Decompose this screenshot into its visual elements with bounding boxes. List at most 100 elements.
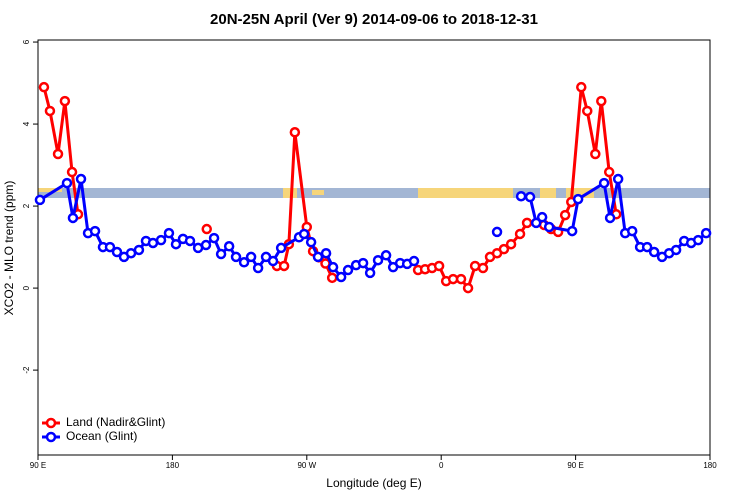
chart-title: 20N-25N April (Ver 9) 2014-09-06 to 2018… [210,11,538,28]
point [163,227,175,239]
y-tick-label: 2 [22,203,31,208]
point [498,243,510,255]
point [44,105,56,117]
y-tick-label: 6 [22,39,31,44]
point [208,232,220,244]
strip-land [283,188,297,198]
point [61,177,73,189]
point [536,211,548,223]
point [223,241,235,252]
point [238,257,250,268]
point [312,251,324,263]
x-axis-label: Longitude (deg E) [326,476,421,490]
point [596,95,607,107]
point [372,254,384,266]
point [245,251,257,263]
point [670,244,682,256]
point [433,260,445,272]
point [342,264,354,276]
point [200,239,212,251]
point [626,225,638,237]
strip-land [38,188,62,192]
strip-land [566,188,594,198]
point [335,271,347,283]
point [326,272,338,284]
point [215,248,227,260]
point [604,212,616,224]
point [576,81,587,93]
point [603,166,615,178]
x-tick-label: 90 E [30,461,46,470]
point [66,166,78,178]
map-strip [38,188,710,198]
point [648,246,660,258]
point [34,194,46,206]
legend-marker [45,431,57,443]
strip-land [418,188,513,198]
point [572,193,584,205]
point [515,190,527,202]
point [170,238,182,250]
point [104,241,116,253]
legend-label: Land (Nadir&Glint) [66,415,165,429]
point [505,238,517,250]
point [75,173,87,185]
x-tick-label: 180 [703,461,717,470]
point [462,282,474,294]
point [357,257,369,269]
plot-box [37,39,711,456]
point [289,127,301,138]
point [364,267,376,279]
point [590,148,601,160]
point [543,221,555,233]
strip-land [540,188,556,198]
point [521,217,533,229]
point [278,260,290,272]
point [52,148,64,160]
point [455,273,467,285]
x-tick-label: 0 [439,461,444,470]
point [298,228,310,240]
point [581,105,593,117]
point [514,228,526,240]
point [89,225,101,237]
point [147,237,159,249]
point [184,235,196,247]
point [201,223,212,235]
point [524,191,536,203]
point [59,95,71,107]
point [230,251,242,263]
point [491,226,503,238]
point [612,173,624,185]
point [598,177,610,189]
y-tick-label: -2 [22,366,31,374]
point [530,217,542,229]
y-tick-label: 0 [22,285,31,290]
y-axis-label: XCO2 - MLO trend (ppm) [2,181,16,316]
point [380,250,392,261]
point [305,236,317,248]
point [38,81,50,93]
legend-label: Ocean (Glint) [66,429,137,443]
strip-land [312,190,324,195]
point [133,244,145,256]
point [641,241,653,253]
point [477,262,489,274]
x-tick-label: 90 W [297,461,316,470]
point [267,255,279,267]
strip-ocean [38,188,710,198]
point [692,234,704,246]
point [155,234,167,246]
point [327,261,339,273]
x-tick-label: 180 [166,461,180,470]
x-tick-label: 90 E [567,461,583,470]
point [700,227,712,239]
legend-marker [45,417,57,429]
point [559,209,571,221]
point [408,255,420,267]
point [566,225,578,237]
point [320,247,332,259]
point [67,212,79,224]
